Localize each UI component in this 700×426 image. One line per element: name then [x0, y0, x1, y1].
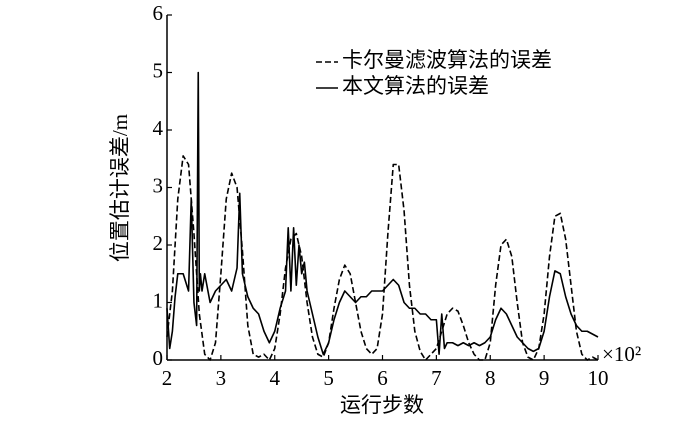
x-axis-label: 运行步数 [340, 393, 424, 417]
y-axis-label: 位置估计误差/m [108, 114, 132, 262]
series-line [166, 155, 599, 361]
y-tick-label: 4 [153, 116, 164, 140]
x-tick-label: 8 [485, 366, 496, 390]
y-tick-label: 3 [153, 173, 164, 197]
x-tick-label: 3 [216, 366, 227, 390]
x-tick-label: 7 [431, 366, 442, 390]
y-tick-label: 0 [153, 346, 164, 370]
legend-label: 卡尔曼滤波算法的误差 [342, 48, 552, 72]
x-tick-label: 2 [162, 366, 173, 390]
x-multiplier: ×10² [602, 342, 641, 366]
series-line [166, 71, 599, 356]
x-tick-label: 10 [588, 366, 609, 390]
x-tick-label: 6 [377, 366, 388, 390]
x-tick-label: 5 [323, 366, 334, 390]
y-tick-label: 2 [153, 231, 164, 255]
y-tick-label: 1 [153, 288, 164, 312]
legend-label: 本文算法的误差 [342, 74, 489, 98]
x-tick-label: 9 [539, 366, 550, 390]
x-tick-label: 4 [270, 366, 281, 390]
y-tick-label: 5 [153, 58, 164, 82]
y-tick-label: 6 [153, 1, 164, 25]
